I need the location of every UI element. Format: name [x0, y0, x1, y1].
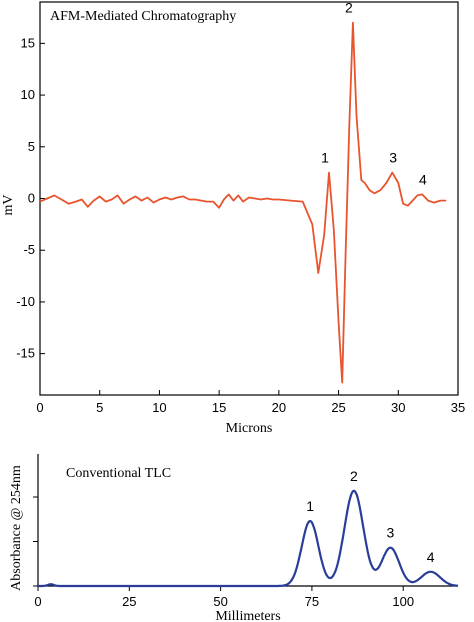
afm-x-tick-label: 10 — [152, 400, 166, 415]
afm-y-tick-label: 15 — [21, 35, 35, 50]
afm-x-tick-label: 25 — [331, 400, 345, 415]
afm-ticks: 0 5 10 15 20 25 30 35 -15 -10 -5 0 5 10 15 — [16, 35, 465, 415]
tlc-peak-label: 4 — [427, 549, 435, 565]
tlc-peak-label: 1 — [306, 498, 314, 514]
afm-y-tick-label: 5 — [28, 139, 35, 154]
afm-y-tick-label: -10 — [16, 294, 35, 309]
afm-y-axis-title: mV — [1, 195, 16, 216]
afm-x-tick-label: 0 — [36, 400, 43, 415]
tlc-x-tick-label: 100 — [392, 594, 414, 609]
afm-x-tick-label: 5 — [96, 400, 103, 415]
tlc-x-axis-title: Millimeters — [215, 609, 280, 622]
tlc-y-axis-title: Absorbance @ 254nm — [9, 465, 24, 591]
afm-peak-label: 4 — [419, 171, 427, 187]
afm-y-tick-label: 10 — [21, 87, 35, 102]
afm-peak-label: 2 — [345, 0, 353, 16]
tlc-peak-label: 3 — [387, 525, 395, 541]
tlc-peak-labels: 1 2 3 4 — [306, 468, 435, 565]
afm-x-tick-label: 35 — [451, 400, 465, 415]
tlc-x-tick-label: 0 — [34, 594, 41, 609]
afm-chromatography-chart: AFM-Mediated Chromatography Microns mV 0… — [1, 0, 465, 436]
tlc-x-tick-label: 75 — [305, 594, 319, 609]
afm-peak-label: 1 — [321, 150, 329, 166]
afm-y-tick-label: 0 — [28, 191, 35, 206]
afm-y-tick-label: -5 — [23, 242, 35, 257]
afm-y-tick-label: -15 — [16, 346, 35, 361]
tlc-peak-label: 2 — [350, 468, 358, 484]
afm-peak-labels: 1 2 3 4 — [321, 0, 427, 187]
afm-signal-line — [39, 21, 447, 384]
afm-chart-title: AFM-Mediated Chromatography — [50, 9, 236, 24]
afm-x-axis-title: Microns — [226, 421, 273, 436]
tlc-x-tick-label: 50 — [213, 594, 227, 609]
tlc-ticks: 0 25 50 75 100 — [33, 496, 414, 609]
tlc-chart: Conventional TLC Millimeters Absorbance … — [9, 454, 459, 622]
tlc-absorbance-line — [37, 489, 459, 588]
afm-x-tick-label: 15 — [212, 400, 226, 415]
afm-x-tick-label: 20 — [272, 400, 286, 415]
tlc-x-tick-label: 25 — [122, 594, 136, 609]
afm-peak-label: 3 — [389, 150, 397, 166]
tlc-chart-title: Conventional TLC — [66, 466, 171, 481]
afm-x-tick-label: 30 — [391, 400, 405, 415]
